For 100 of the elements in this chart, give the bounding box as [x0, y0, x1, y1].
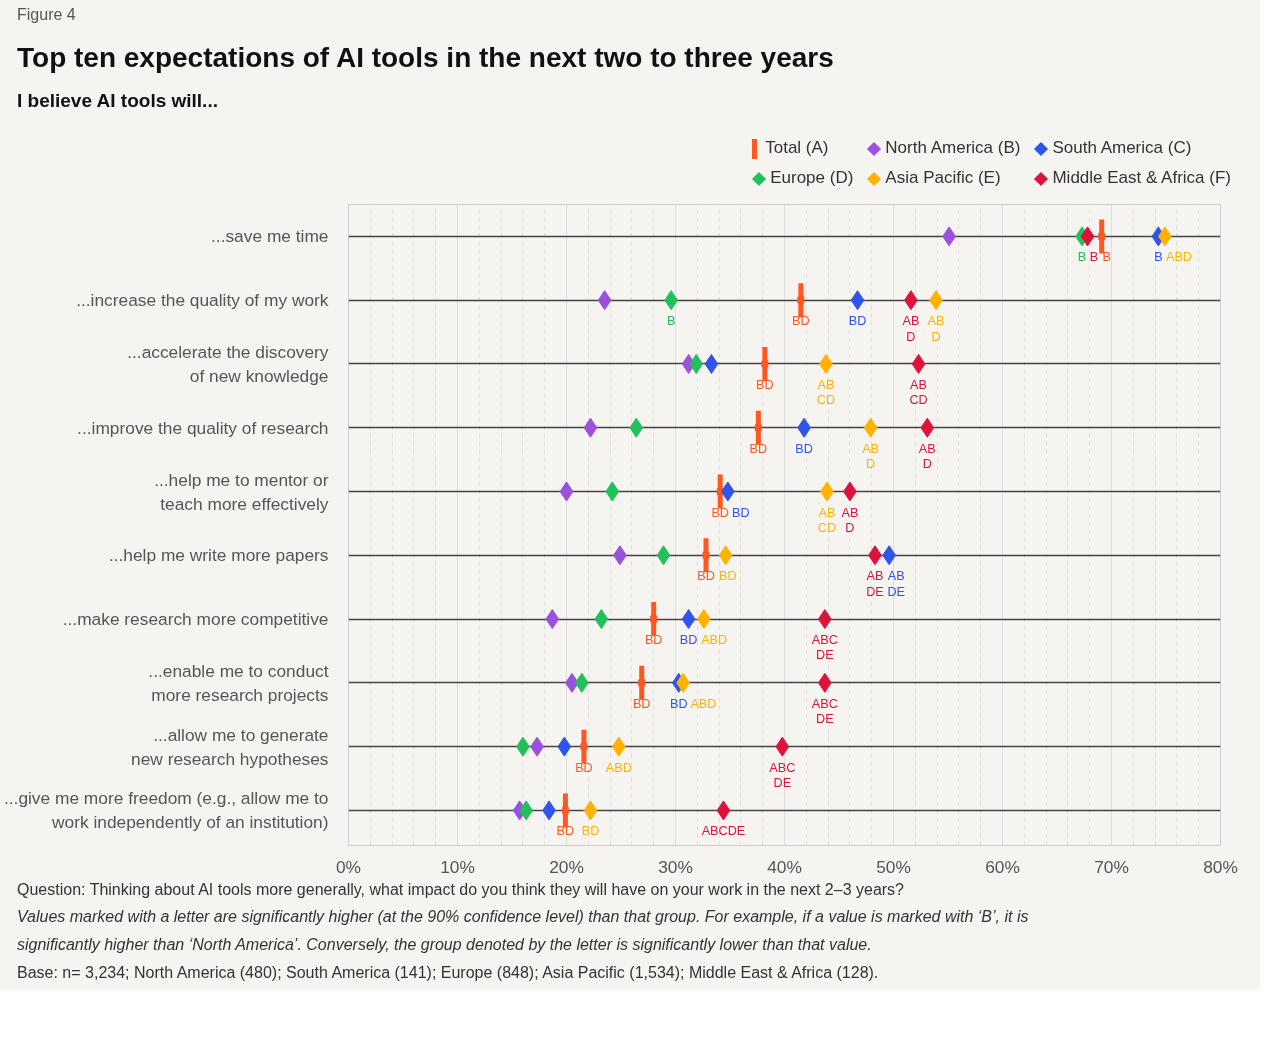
point [557, 736, 572, 757]
legend-label: Asia Pacific (E) [884, 167, 1002, 190]
point [720, 481, 735, 502]
point [583, 417, 598, 438]
data-label: BD [795, 441, 813, 456]
x-tick-label: 10% [440, 856, 475, 877]
data-label: BD [697, 568, 715, 583]
point [638, 678, 646, 686]
data-label: AB CD [816, 377, 836, 407]
point [594, 608, 609, 629]
data-label: ABC DE [811, 696, 838, 726]
data-label: BD [718, 568, 737, 583]
text: significantly higher than ‘North America’. Conversely, the group denoted by the letter is significantly lower than that value. [17, 935, 872, 956]
data-label: AB CD [817, 505, 837, 535]
y-tick-label: ...enable me to conduct more research projects [148, 660, 329, 705]
point [911, 353, 926, 374]
x-tick-label: 30% [658, 856, 693, 877]
text: Question: Thinking about AI tools more generally, what impact do you think they will have on your work in the next 2–3 years? [17, 879, 905, 900]
point [797, 296, 805, 304]
data-label: ABD [605, 760, 632, 775]
data-label: AB DE [887, 568, 906, 599]
point [561, 806, 569, 814]
data-label: BD [679, 632, 698, 647]
point [850, 289, 865, 310]
point [583, 799, 598, 820]
legend-label: Total (A) [764, 137, 830, 159]
text: Values marked with a letter are significantly higher (at the 90% confidence level) than that group. For example, if a value is marked with ‘B’, it is [17, 907, 1029, 928]
point [545, 608, 560, 629]
point [605, 481, 620, 502]
data-label: AB D [902, 313, 920, 344]
point [689, 353, 704, 374]
chart-title: Top ten expectations of AI tools in the next two to three years [17, 40, 834, 75]
point [650, 615, 658, 623]
point [775, 736, 790, 757]
y-tick-label: ...give me more freedom (e.g., allow me to work independently of an institution) [3, 787, 329, 832]
legend-label: South America (C) [1051, 137, 1193, 159]
x-tick-label: 70% [1094, 856, 1129, 877]
data-label: BD [711, 505, 729, 520]
point [1098, 232, 1106, 240]
text: I believe AI tools will... [17, 88, 218, 113]
y-tick-label: ...help me to mentor or teach more effectively [154, 469, 329, 514]
point [574, 672, 589, 693]
data-label: AB D [841, 505, 859, 535]
data-label: AB CD [909, 377, 928, 407]
data-label: BD [644, 632, 663, 647]
data-label: AB DE [866, 568, 884, 599]
data-label: BD [581, 823, 600, 838]
y-tick-label: ...help me write more papers [108, 544, 329, 565]
x-tick-label: 20% [549, 856, 584, 877]
point [611, 736, 626, 757]
data-label: AB D [918, 441, 936, 471]
data-label: ABC DE [769, 760, 796, 790]
data-label: BD [756, 377, 774, 392]
data-label: AB D [862, 441, 880, 471]
y-tick-label: ...accelerate the discovery of new knowledge [127, 341, 329, 386]
legend-label: North America (B) [884, 137, 1022, 159]
y-tick-label: ...make research more competitive [62, 608, 329, 629]
data-label: ABD [690, 696, 717, 711]
point [580, 742, 588, 750]
y-tick-label: ...save me time [211, 225, 329, 246]
data-label: BD [632, 696, 651, 711]
data-label: B [1154, 249, 1163, 264]
data-label: ABD [701, 632, 728, 647]
point [863, 417, 878, 438]
data-label: ABD [1165, 249, 1192, 264]
data-label: ABCDE [701, 823, 746, 838]
point [704, 353, 719, 374]
y-tick-label: ...improve the quality of research [77, 417, 329, 438]
point [681, 608, 696, 629]
data-label: BD [792, 313, 810, 328]
point [1080, 225, 1095, 246]
point [629, 417, 644, 438]
point [656, 544, 671, 565]
y-tick-label: ...allow me to generate new research hypotheses [131, 724, 329, 769]
x-tick-label: 80% [1203, 856, 1238, 877]
point [702, 551, 710, 559]
data-label: B [1089, 249, 1099, 264]
text: Base: n= 3,234; North America (480); South America (141); Europe (848); Asia Pacific (1,534); Middle East & Africa (128). [17, 963, 879, 984]
data-label: BD [848, 313, 867, 328]
data-label: B [1102, 249, 1112, 264]
legend-label: Europe (D) [769, 167, 855, 190]
point [718, 544, 733, 565]
data-label: ABC DE [811, 632, 838, 663]
y-tick-label: ...increase the quality of my work [76, 289, 329, 310]
data-label: BD [732, 505, 750, 520]
point [754, 423, 762, 431]
point [597, 289, 612, 310]
x-tick-label: 40% [767, 856, 802, 877]
data-label: B [666, 313, 676, 328]
x-tick-label: 50% [876, 856, 911, 877]
data-label: B [1077, 249, 1087, 264]
data-label: BD [749, 441, 768, 456]
x-tick-label: 0% [335, 856, 362, 877]
data-label: BD [556, 823, 575, 838]
point [761, 360, 769, 367]
data-label: BD [575, 760, 593, 775]
point [559, 481, 574, 502]
point [716, 799, 731, 820]
point [920, 417, 935, 438]
legend-label: Middle East & Africa (F) [1051, 167, 1232, 190]
